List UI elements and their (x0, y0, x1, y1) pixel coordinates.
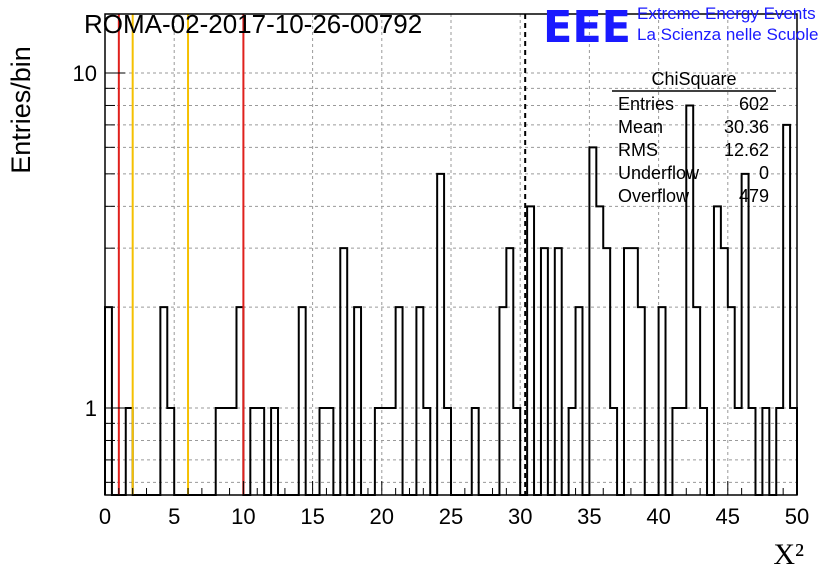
histogram-bin (762, 408, 769, 495)
histogram-bin (230, 408, 237, 495)
histogram-bin (555, 248, 562, 495)
histogram-bin (326, 408, 333, 495)
histogram-bin (596, 206, 603, 495)
histogram-bin (340, 248, 347, 495)
histogram-bin (299, 307, 306, 495)
x-tick-label: 35 (577, 504, 601, 529)
histogram-bin (638, 307, 645, 495)
stats-overflow-label: Overflow (618, 186, 690, 206)
histogram-bin (396, 307, 403, 495)
y-axis-label: Entries/bin (6, 46, 36, 174)
histogram-bin (603, 248, 610, 495)
reference-lines (117, 14, 527, 495)
histogram-bin (250, 408, 257, 495)
x-tick-label: 0 (99, 504, 111, 529)
stats-entries-value: 602 (739, 94, 769, 114)
histogram-bin (499, 307, 506, 495)
logo-line2: La Scienza nelle Scuole (637, 25, 818, 44)
x-tick-label: 20 (370, 504, 394, 529)
histogram-bin (700, 408, 707, 495)
histogram-bin (693, 307, 700, 495)
stats-mean-label: Mean (618, 117, 663, 137)
x-tick-label: 25 (439, 504, 463, 529)
histogram-bin (721, 248, 728, 495)
histogram-bin (783, 125, 790, 495)
histogram-bin (749, 408, 756, 495)
axis-ticks: 0 5 10 15 20 25 30 35 40 45 50 1 10 (73, 61, 810, 529)
x-tick-label: 10 (231, 504, 255, 529)
stats-name: ChiSquare (651, 69, 736, 89)
eee-logo: EEE Extreme Energy Events La Scienza nel… (543, 2, 818, 53)
histogram-bin (271, 408, 278, 495)
histogram-bin (589, 147, 596, 495)
histogram-bin (375, 408, 382, 495)
histogram-bin (444, 408, 451, 495)
stats-mean-value: 30.36 (724, 117, 769, 137)
histogram-bin (223, 408, 230, 495)
histogram-bin (437, 174, 444, 495)
logo-mark: EEE (543, 2, 631, 53)
histogram-bin (735, 408, 742, 495)
histogram-bin (776, 408, 783, 495)
histogram-bin (790, 408, 797, 495)
histogram-bin (216, 408, 223, 495)
histogram-bin (631, 248, 638, 495)
y-tick-label: 1 (85, 396, 97, 421)
histogram-bin (569, 408, 576, 495)
histogram-bin (679, 408, 686, 495)
stats-rms-value: 12.62 (724, 140, 769, 160)
histogram-bin (472, 408, 479, 495)
histogram-bin (320, 408, 327, 495)
histogram-bin (167, 408, 174, 495)
histogram-bin (714, 206, 721, 495)
histogram-bin (354, 307, 361, 495)
x-tick-label: 15 (300, 504, 324, 529)
histogram-bin (728, 307, 735, 495)
stats-overflow-value: 479 (739, 186, 769, 206)
x-tick-label: 40 (646, 504, 670, 529)
x-tick-label: 50 (785, 504, 809, 529)
histogram-bin (742, 174, 749, 495)
logo-line1: Extreme Energy Events (637, 4, 816, 23)
histogram-bin (257, 408, 264, 495)
stats-box: ChiSquare Entries 602 Mean 30.36 RMS 12.… (612, 69, 776, 206)
histogram-bin (506, 248, 513, 495)
histogram-bin (236, 307, 243, 495)
histogram-bin (126, 408, 133, 495)
histogram-bin (105, 307, 112, 495)
histogram-bin (382, 408, 389, 495)
stats-underflow-value: 0 (759, 163, 769, 183)
stats-rms-label: RMS (618, 140, 658, 160)
histogram-bin (610, 408, 617, 495)
histogram-bin (576, 307, 583, 495)
stats-entries-label: Entries (618, 94, 674, 114)
histogram-bin (527, 206, 534, 495)
histogram-bin (389, 408, 396, 495)
histogram-bin (541, 248, 548, 495)
stats-underflow-label: Underflow (618, 163, 700, 183)
x-axis-label: X² (773, 538, 804, 571)
y-tick-label: 10 (73, 61, 97, 86)
histogram-bin (423, 408, 430, 495)
x-tick-label: 30 (508, 504, 532, 529)
histogram-bin (659, 307, 666, 495)
histogram-bin (513, 408, 520, 495)
chart-title: ROMA-02-2017-10-26-00792 (84, 9, 422, 39)
x-tick-label: 5 (168, 504, 180, 529)
histogram-bin (624, 248, 631, 495)
histogram-bin (416, 307, 423, 495)
x-tick-label: 45 (716, 504, 740, 529)
histogram-bin (672, 408, 679, 495)
histogram-bin (160, 307, 167, 495)
